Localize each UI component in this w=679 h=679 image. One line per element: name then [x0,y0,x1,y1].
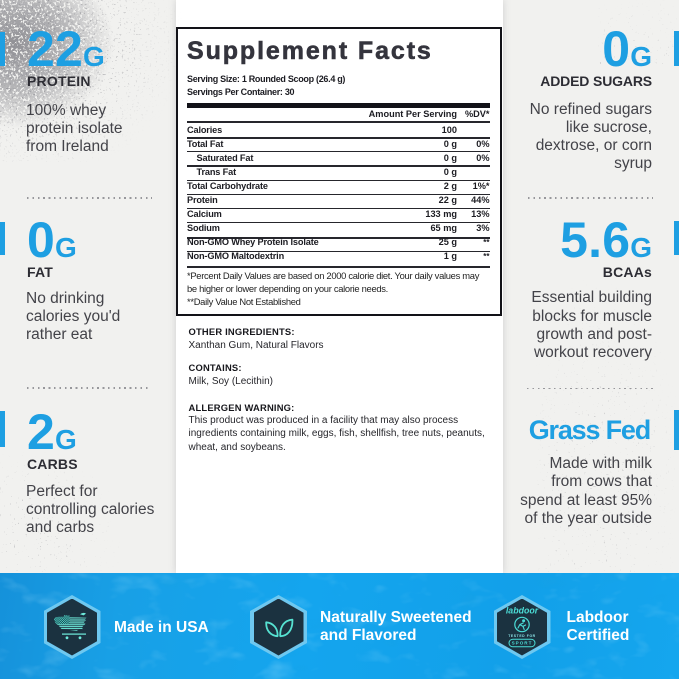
svg-text:labdoor: labdoor [506,606,539,616]
svg-text:TESTED FOR: TESTED FOR [508,634,535,638]
svg-text:SPORT: SPORT [512,641,533,646]
